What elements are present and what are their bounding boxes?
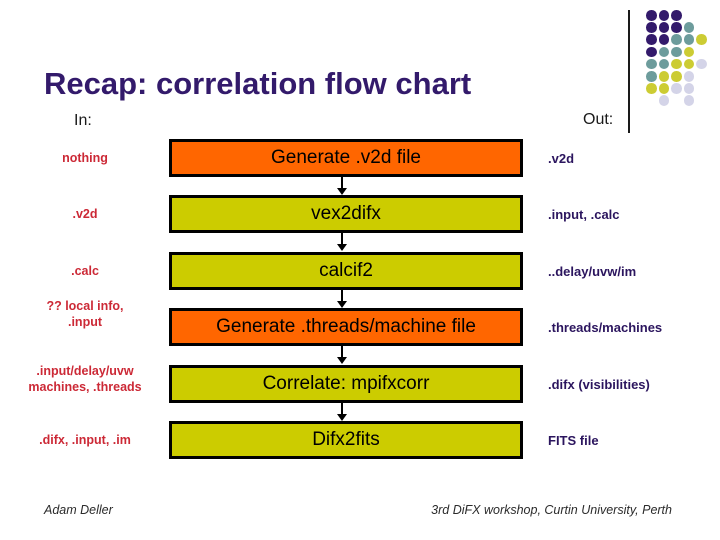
arrow-head <box>337 301 347 308</box>
slide-title: Recap: correlation flow chart <box>44 66 472 101</box>
decorative-dot <box>671 71 682 82</box>
decorative-dot <box>658 58 669 70</box>
arrow-stem <box>341 233 343 244</box>
decorative-dot <box>671 83 682 94</box>
flow-step-box: vex2difx <box>169 195 523 233</box>
input-label: nothing <box>62 151 108 165</box>
decorative-dot <box>683 22 694 33</box>
decorative-dot <box>671 34 682 45</box>
decorative-dot <box>683 71 694 82</box>
flow-step-box: Generate .threads/machine file <box>169 308 523 346</box>
decorative-vertical-rule <box>628 10 630 133</box>
input-label: .calc <box>71 264 99 278</box>
decorative-dot <box>646 22 657 33</box>
in-column-header: In: <box>74 112 92 129</box>
decorative-dot <box>683 83 694 94</box>
arrow-stem <box>341 290 343 301</box>
decorative-dot <box>671 46 682 58</box>
decorative-dot <box>658 71 669 82</box>
decorative-dot <box>646 10 657 21</box>
decorative-dot <box>658 34 669 45</box>
output-label: .difx (visibilities) <box>548 376 650 392</box>
decorative-dot <box>696 58 707 70</box>
decorative-dot <box>683 95 694 106</box>
arrow-head <box>337 414 347 421</box>
flow-row-generate-threads: ?? local info, .input Generate .threads/… <box>0 299 720 364</box>
decorative-dot <box>646 58 657 70</box>
decorative-dot <box>658 95 669 106</box>
decorative-dot <box>683 58 694 70</box>
input-label: .input/delay/uvw machines, .threads <box>28 364 142 394</box>
decorative-dot <box>646 34 657 45</box>
output-label: ..delay/uvw/im <box>548 263 637 279</box>
out-column-header: Out: <box>583 111 614 128</box>
down-arrow-icon <box>337 177 347 195</box>
flow-step-box: Correlate: mpifxcorr <box>169 365 523 403</box>
input-label: ?? local info, .input <box>46 299 124 329</box>
input-label: .v2d <box>72 207 98 221</box>
decorative-dot <box>646 46 657 58</box>
flow-row-vex2difx: .v2d vex2difx .input, .calc <box>0 195 720 251</box>
decorative-dot <box>658 46 669 58</box>
footer-author: Adam Deller <box>44 503 113 517</box>
decorative-dot <box>696 34 707 45</box>
flow-row-calcif2: .calc calcif2 ..delay/uvw/im <box>0 252 720 308</box>
decorative-dot <box>671 58 682 70</box>
arrow-stem <box>341 346 343 357</box>
output-label: .input, .calc <box>548 206 620 222</box>
decorative-dot <box>658 83 669 94</box>
flow-row-correlate: .input/delay/uvw machines, .threads Corr… <box>0 364 720 421</box>
decorative-dot <box>671 22 682 33</box>
down-arrow-icon <box>337 403 347 421</box>
footer-event: 3rd DiFX workshop, Curtin University, Pe… <box>431 503 672 517</box>
decorative-dot <box>658 10 669 21</box>
down-arrow-icon <box>337 346 347 364</box>
output-label: FITS file <box>548 432 599 448</box>
arrow-stem <box>341 177 343 188</box>
arrow-stem <box>341 403 343 414</box>
decorative-dot <box>646 71 657 82</box>
down-arrow-icon <box>337 233 347 251</box>
decorative-dot <box>658 22 669 33</box>
arrow-head <box>337 244 347 251</box>
flow-step-box: Generate .v2d file <box>169 139 523 177</box>
flow-row-difx2fits: .difx, .input, .im Difx2fits FITS file <box>0 421 720 459</box>
arrow-head <box>337 357 347 364</box>
flow-row-generate-v2d: nothing Generate .v2d file .v2d <box>0 139 720 195</box>
decorative-dot <box>646 83 657 94</box>
flow-step-box: calcif2 <box>169 252 523 290</box>
decorative-dot <box>683 34 694 45</box>
output-label: .threads/machines <box>548 319 663 335</box>
arrow-head <box>337 188 347 195</box>
input-label: .difx, .input, .im <box>39 433 131 447</box>
output-label: .v2d <box>548 150 575 166</box>
decorative-dot <box>683 46 694 58</box>
flow-step-box: Difx2fits <box>169 421 523 459</box>
decorative-dot <box>671 10 682 21</box>
down-arrow-icon <box>337 290 347 308</box>
